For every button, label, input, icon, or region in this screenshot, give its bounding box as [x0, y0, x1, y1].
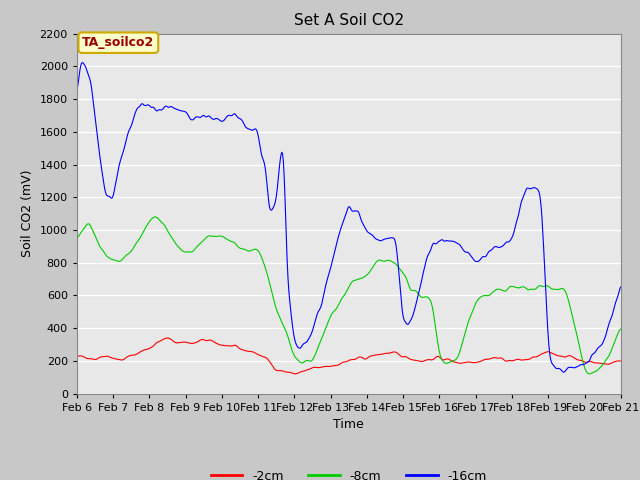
-2cm	[223, 343, 231, 348]
-8cm	[586, 371, 594, 377]
-16cm	[416, 287, 424, 293]
-2cm	[292, 371, 300, 377]
-2cm	[83, 356, 90, 361]
X-axis label: Time: Time	[333, 418, 364, 431]
-2cm	[433, 354, 440, 360]
Title: Set A Soil CO2: Set A Soil CO2	[294, 13, 404, 28]
-2cm	[139, 348, 147, 353]
-8cm	[152, 214, 159, 220]
-16cm	[560, 369, 568, 375]
-16cm	[84, 69, 92, 75]
-8cm	[431, 324, 439, 329]
-16cm	[78, 60, 86, 65]
Y-axis label: Soil CO2 (mV): Soil CO2 (mV)	[21, 170, 34, 257]
-8cm	[223, 237, 231, 242]
-2cm	[617, 358, 625, 364]
-16cm	[140, 102, 147, 108]
-16cm	[431, 241, 439, 247]
Line: -8cm: -8cm	[77, 217, 621, 374]
-8cm	[617, 326, 625, 332]
-8cm	[416, 292, 424, 298]
-16cm	[617, 284, 625, 290]
-2cm	[417, 359, 424, 364]
Legend: -2cm, -8cm, -16cm: -2cm, -8cm, -16cm	[205, 465, 492, 480]
-8cm	[195, 242, 202, 248]
-8cm	[83, 222, 90, 228]
-2cm	[195, 338, 202, 344]
Line: -2cm: -2cm	[77, 338, 621, 374]
-16cm	[73, 87, 81, 93]
-8cm	[139, 230, 147, 236]
-16cm	[223, 113, 231, 119]
-16cm	[195, 114, 202, 120]
Text: TA_soilco2: TA_soilco2	[82, 36, 154, 49]
-2cm	[164, 335, 172, 341]
-2cm	[73, 353, 81, 359]
Line: -16cm: -16cm	[77, 62, 621, 372]
-8cm	[73, 235, 81, 240]
